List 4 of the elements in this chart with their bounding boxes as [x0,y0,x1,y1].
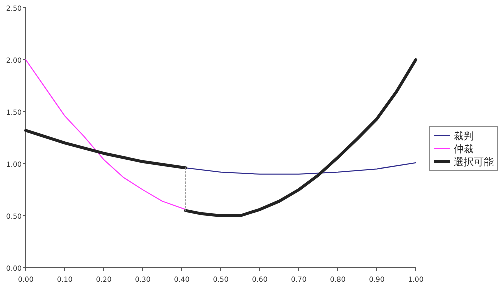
line-series [184,58,418,218]
legend-label: 選択可能 [454,156,494,168]
legend-label: 裁判 [454,130,474,142]
legend-label: 仲裁 [454,144,474,156]
